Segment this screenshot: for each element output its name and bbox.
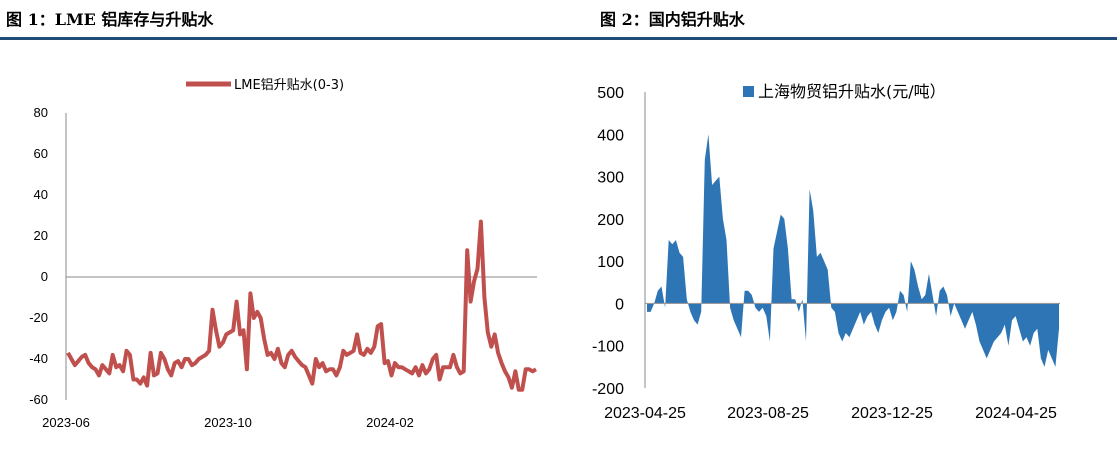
chart1-y-tick-label: -40 <box>29 351 48 366</box>
chart1-y-tick-label: 80 <box>34 105 48 120</box>
chart1-y-tick-label: 60 <box>34 146 48 161</box>
shanghai-premium-area <box>647 134 1059 367</box>
chart1-y-tick-label: -20 <box>29 310 48 325</box>
chart1-legend: LME铝升贴水(0-3) <box>186 78 344 93</box>
header-rule <box>0 37 1117 40</box>
chart2-tick-labels: 500 400 300 200 100 0 -100 -200 2023-04-25 2023-0… <box>592 85 1057 422</box>
chart1-tick-labels: 80 60 40 20 0 -20 -40 -60 2023-06 2023-10 2024-02 <box>29 105 414 430</box>
chart2-y-tick-label: 500 <box>597 85 624 102</box>
chart2-x-tick-label: 2023-08-25 <box>727 405 809 422</box>
chart2-y-tick-label: 100 <box>597 254 624 271</box>
chart2-x-tick-label: 2024-04-25 <box>975 405 1057 422</box>
chart1-y-tick-label: 20 <box>34 228 48 243</box>
chart2-y-tick-label: -100 <box>592 339 624 356</box>
chart1-x-tick-label: 2024-02 <box>366 415 414 430</box>
figure-2-title: 图 2：国内铝升贴水 <box>600 10 745 29</box>
chart1-legend-label: LME铝升贴水(0-3) <box>234 78 344 93</box>
figure-1-title: 图 1：LME 铝库存与升贴水 <box>6 10 214 29</box>
chart1-x-tick-label: 2023-10 <box>204 415 252 430</box>
lme-premium-line <box>66 219 538 392</box>
chart2-y-tick-label: 200 <box>597 212 624 229</box>
chart1-axes <box>65 113 537 400</box>
chart1-y-tick-label: 0 <box>41 269 48 284</box>
chart2-y-tick-label: 0 <box>615 296 624 313</box>
chart2-legend-label: 上海物贸铝升贴水(元/吨） <box>758 82 946 101</box>
chart2-y-tick-label: 400 <box>597 127 624 144</box>
chart2-legend-swatch <box>743 86 754 97</box>
chart2-y-tick-label: -200 <box>592 381 624 398</box>
chart2-x-tick-label: 2023-12-25 <box>851 405 933 422</box>
chart1-y-tick-label: 40 <box>34 187 48 202</box>
chart1-x-tick-label: 2023-06 <box>42 415 90 430</box>
chart1-y-tick-label: -60 <box>29 392 48 407</box>
chart2-x-tick-label: 2023-04-25 <box>604 405 686 422</box>
chart2-y-tick-label: 300 <box>597 170 624 187</box>
chart2-legend: 上海物贸铝升贴水(元/吨） <box>743 82 946 101</box>
